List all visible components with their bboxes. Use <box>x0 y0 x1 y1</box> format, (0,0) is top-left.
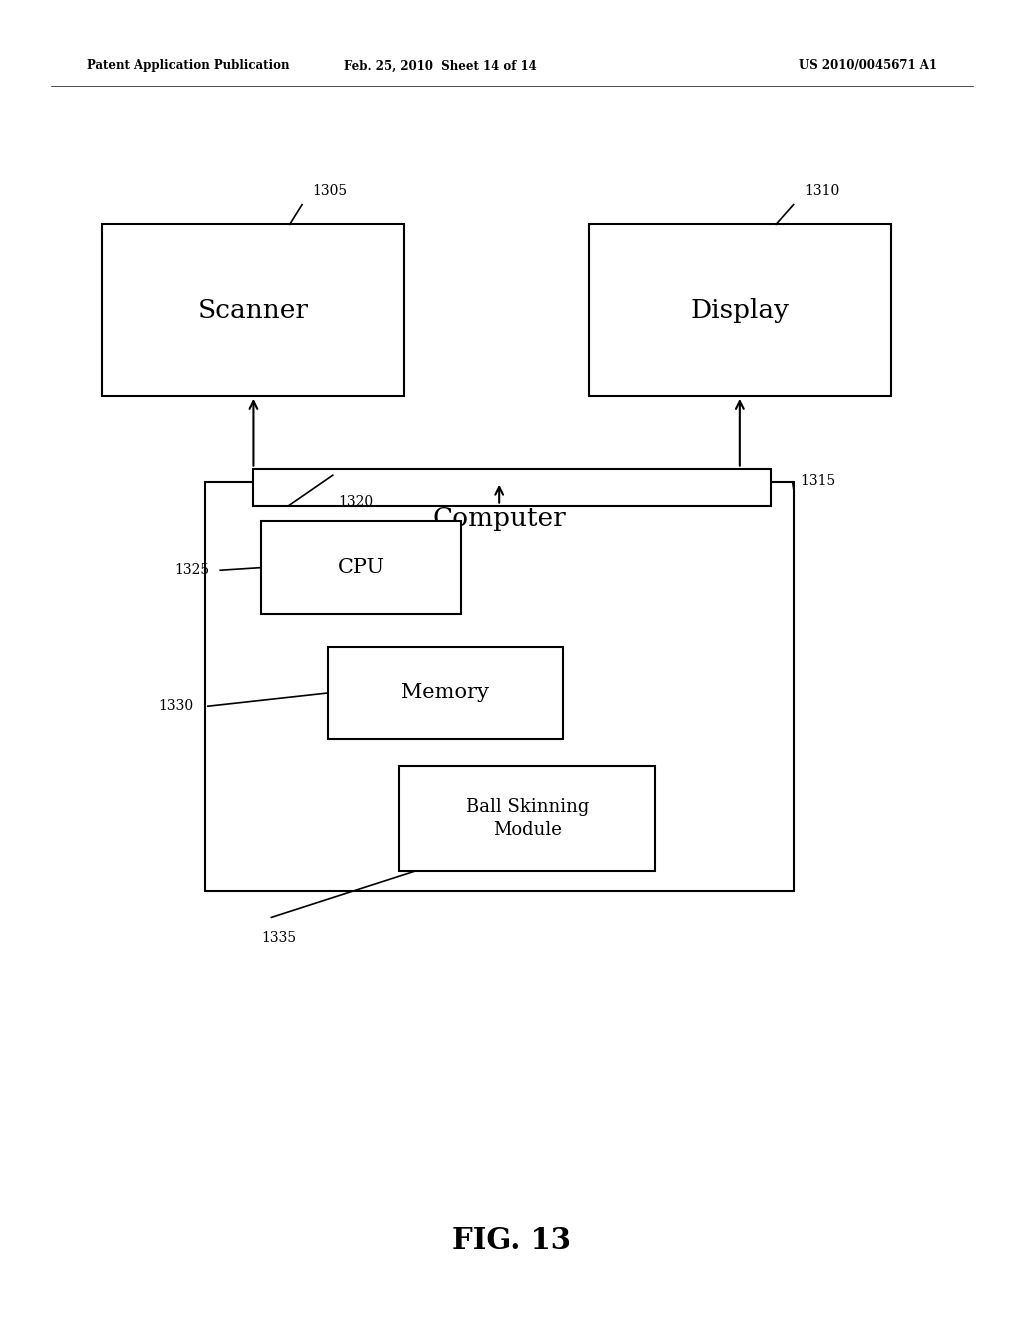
Text: Scanner: Scanner <box>198 298 309 322</box>
Bar <box>261 521 461 614</box>
Text: Memory: Memory <box>401 684 489 702</box>
Text: Computer: Computer <box>432 506 566 531</box>
Text: Display: Display <box>690 298 790 322</box>
Bar <box>205 482 794 891</box>
Bar <box>589 224 891 396</box>
Text: 1315: 1315 <box>801 474 836 488</box>
Bar <box>102 224 404 396</box>
Text: Patent Application Publication: Patent Application Publication <box>87 59 290 73</box>
Text: 1305: 1305 <box>312 183 347 198</box>
Bar <box>328 647 563 739</box>
Text: Ball Skinning
Module: Ball Skinning Module <box>466 797 589 840</box>
Text: CPU: CPU <box>337 558 385 577</box>
Text: FIG. 13: FIG. 13 <box>453 1226 571 1255</box>
Text: Feb. 25, 2010  Sheet 14 of 14: Feb. 25, 2010 Sheet 14 of 14 <box>344 59 537 73</box>
Text: 1335: 1335 <box>261 931 296 945</box>
Text: US 2010/0045671 A1: US 2010/0045671 A1 <box>799 59 937 73</box>
Bar <box>399 766 655 871</box>
Text: 1330: 1330 <box>159 700 194 713</box>
Text: 1310: 1310 <box>804 183 839 198</box>
Text: 1320: 1320 <box>338 495 373 510</box>
Text: 1325: 1325 <box>174 564 209 577</box>
Bar <box>253 469 771 506</box>
